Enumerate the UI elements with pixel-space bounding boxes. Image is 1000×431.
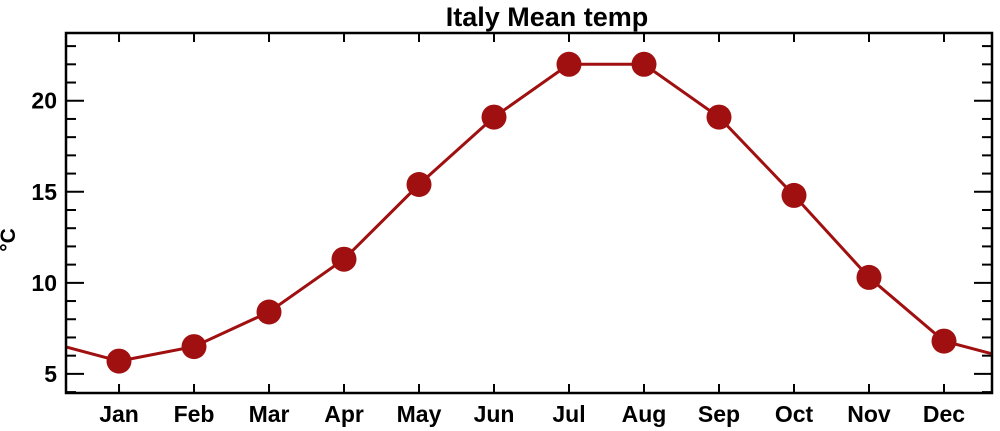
temperature-series (65, 51, 993, 374)
data-point-dec (931, 328, 957, 354)
x-tick-label: Sep (698, 401, 740, 427)
data-point-oct (781, 182, 807, 208)
x-tick-label: Aug (622, 401, 667, 427)
plot-frame (64, 31, 994, 395)
x-tick-label: Dec (923, 401, 965, 427)
x-tick-label: Jun (474, 401, 515, 427)
y-tick-label: 20 (31, 88, 57, 114)
data-point-aug (631, 51, 657, 77)
data-point-may (406, 172, 432, 197)
axis-tick-labels: 5 10 15 20 Jan Feb Mar Apr May Jun Jul Aug Sep Oct Nov… (31, 88, 965, 427)
data-point-feb (181, 334, 207, 360)
x-tick-label: Jul (552, 401, 585, 427)
y-tick-label: 15 (31, 179, 57, 205)
y-axis-label: °C (0, 228, 20, 252)
x-tick-label: Oct (775, 401, 814, 427)
temperature-line (65, 62, 993, 363)
x-tick-label: Nov (847, 401, 891, 427)
data-point-jan (106, 348, 132, 374)
x-tick-label: May (397, 401, 442, 427)
x-tick-label: Jan (99, 401, 139, 427)
data-point-nov (856, 264, 882, 290)
data-point-jul (556, 51, 582, 77)
data-point-apr (331, 246, 357, 272)
data-point-jun (481, 104, 507, 130)
x-tick-label: Feb (174, 401, 215, 427)
data-point-sep (706, 104, 732, 130)
data-point-mar (256, 299, 282, 325)
x-tick-label: Mar (249, 401, 290, 427)
axis-ticks (66, 33, 992, 394)
chart-title: Italy Mean temp (446, 2, 649, 32)
y-tick-label: 10 (31, 270, 57, 296)
y-tick-label: 5 (44, 361, 57, 387)
x-tick-label: Apr (324, 401, 364, 427)
